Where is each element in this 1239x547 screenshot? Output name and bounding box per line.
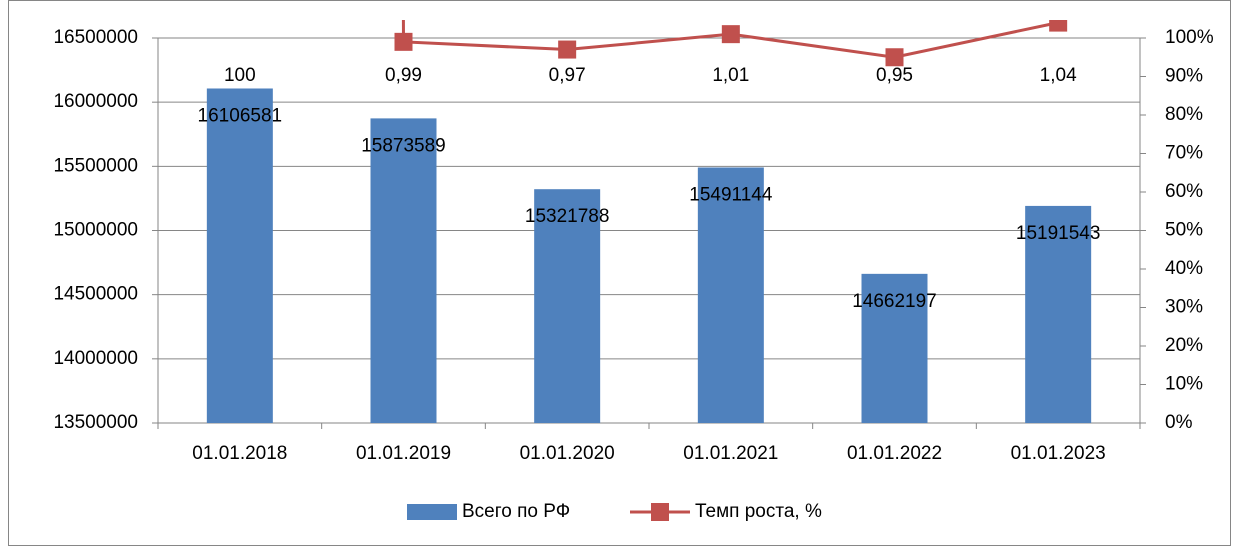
y2-tick-label: 0% (1165, 412, 1193, 433)
line-value-label: 0,97 (549, 65, 586, 86)
bar-value-label: 15491144 (689, 184, 773, 205)
line (401, 20, 1059, 59)
bar-value-label: 14662197 (852, 291, 937, 312)
y-tick-label: 14000000 (53, 348, 138, 369)
y2-tick-label: 10% (1165, 374, 1203, 395)
line-value-label: 0,95 (876, 65, 913, 86)
y2-tick-label: 20% (1165, 335, 1203, 356)
y-tick-label: 15500000 (53, 155, 138, 176)
line-value-label: 0,99 (385, 65, 422, 86)
bar (1025, 205, 1092, 423)
line-marker (394, 32, 413, 51)
bar-value-label: 15321788 (525, 206, 610, 227)
line-marker (885, 48, 904, 67)
line-marker (1049, 20, 1068, 32)
plot-clip (394, 20, 1068, 67)
x-tick-label: 01.01.2022 (847, 443, 942, 464)
bar (697, 167, 764, 423)
y2-tick-label: 80% (1165, 104, 1203, 125)
y2-tick-label: 50% (1165, 220, 1203, 241)
y-tick-label: 13500000 (53, 412, 138, 433)
x-tick-label: 01.01.2023 (1011, 443, 1106, 464)
bar-value-label: 15191543 (1016, 223, 1101, 244)
x-tick-label: 01.01.2021 (683, 443, 778, 464)
y2-tick-label: 100% (1165, 27, 1214, 48)
line-value-label: 100 (224, 65, 256, 86)
y-tick-label: 16500000 (53, 27, 138, 48)
legend-label: Всего по РФ (462, 501, 570, 522)
y2-tick-label: 90% (1165, 66, 1203, 87)
y2-tick-label: 60% (1165, 181, 1203, 202)
y-tick-label: 15000000 (53, 220, 138, 241)
x-tick-label: 01.01.2018 (192, 443, 287, 464)
legend-swatch (407, 504, 457, 520)
legend-marker (651, 503, 669, 521)
bar (861, 273, 928, 423)
x-tick-label: 01.01.2019 (356, 443, 451, 464)
bar (534, 189, 601, 423)
y2-tick-label: 40% (1165, 258, 1203, 279)
y2-tick-label: 30% (1165, 297, 1203, 318)
x-tick-label: 01.01.2020 (520, 443, 615, 464)
bar (370, 118, 437, 424)
bar-value-label: 16106581 (198, 106, 283, 127)
y2-tick-label: 70% (1165, 143, 1203, 164)
legend-label: Темп роста, % (695, 501, 822, 522)
y-tick-label: 14500000 (53, 284, 138, 305)
line-marker (721, 25, 740, 44)
bar (206, 88, 273, 423)
line-marker (558, 40, 577, 59)
y-tick-label: 16000000 (53, 91, 138, 112)
line-value-label: 1,04 (1040, 65, 1077, 86)
line-value-label: 1,01 (712, 65, 749, 86)
bar-value-label: 15873589 (361, 135, 446, 156)
